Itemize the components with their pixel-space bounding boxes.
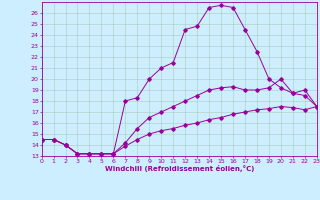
- X-axis label: Windchill (Refroidissement éolien,°C): Windchill (Refroidissement éolien,°C): [105, 165, 254, 172]
